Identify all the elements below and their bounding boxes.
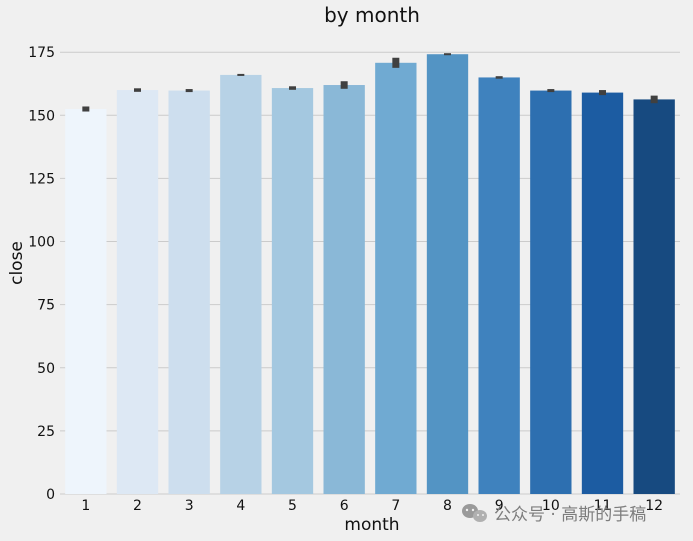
y-tick-label: 0 — [46, 487, 55, 503]
bar-month-2 — [116, 90, 159, 494]
x-tick-label: 2 — [133, 498, 142, 514]
x-tick-label: 10 — [542, 498, 560, 514]
x-tick-label: 8 — [443, 498, 452, 514]
x-tick-label: 1 — [81, 498, 90, 514]
bar-month-5 — [271, 88, 314, 494]
y-tick-label: 125 — [28, 171, 55, 187]
bar-month-4 — [220, 74, 262, 494]
x-tick-labels: 1 2 3 4 5 6 7 8 9 10 11 12 — [81, 498, 663, 514]
x-tick-label: 6 — [340, 498, 349, 514]
chart-title: by month — [324, 3, 420, 27]
watermark: 公众号 · 高斯的手稿 — [462, 504, 646, 525]
bar-month-6 — [323, 85, 365, 495]
y-axis-label: close — [7, 241, 27, 285]
x-axis-label: month — [344, 515, 399, 535]
bar-month-11 — [581, 92, 624, 495]
x-tick-label: 3 — [185, 498, 194, 514]
bar-month-9 — [478, 77, 520, 494]
x-tick-label: 7 — [391, 498, 400, 514]
x-tick-label: 4 — [236, 498, 245, 514]
bar-month-3 — [168, 90, 210, 494]
bar-layer — [65, 54, 675, 495]
bar-month-1 — [65, 109, 107, 494]
wechat-icon — [462, 504, 487, 522]
y-tick-label: 150 — [28, 108, 55, 124]
bar-month-12 — [633, 99, 675, 494]
y-tick-label: 75 — [37, 298, 55, 314]
errorbar-layer — [82, 53, 658, 112]
y-tick-label: 100 — [28, 235, 55, 251]
y-tick-label: 25 — [37, 424, 55, 440]
bar-month-10 — [530, 90, 572, 494]
bar-month-8 — [426, 54, 469, 494]
y-tick-label: 50 — [37, 361, 55, 377]
x-tick-label: 9 — [495, 498, 504, 514]
x-tick-label: 12 — [645, 498, 663, 514]
x-tick-label: 11 — [594, 498, 612, 514]
y-tick-labels: 0 25 50 75 100 125 150 175 — [28, 45, 55, 503]
grid-layer — [60, 51, 680, 495]
bar-month-7 — [375, 62, 417, 495]
x-tick-label: 5 — [288, 498, 297, 514]
y-tick-label: 175 — [28, 45, 55, 61]
watermark-text: 公众号 · 高斯的手稿 — [494, 505, 646, 525]
